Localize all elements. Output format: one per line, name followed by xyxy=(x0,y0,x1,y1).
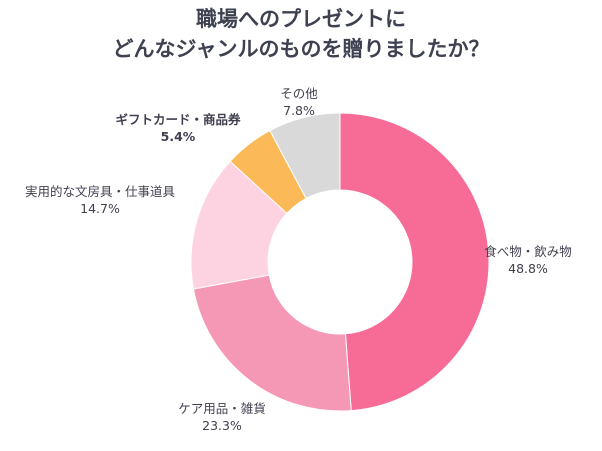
slice-0 xyxy=(339,112,490,412)
label-care-name: ケア用品・雑貨 xyxy=(178,401,266,416)
label-food-value: 48.8% xyxy=(508,261,548,276)
label-other-value: 7.8% xyxy=(283,103,315,118)
label-care-value: 23.3% xyxy=(202,418,242,433)
chart-title-line-2: どんなジャンルのものを贈りましたか？ xyxy=(112,37,490,61)
slice-1 xyxy=(192,274,352,412)
label-giftcard: ギフトカード・商品券 5.4% xyxy=(115,111,240,145)
label-stationery: 実用的な文房具・仕事道具 14.7% xyxy=(25,183,175,217)
label-care: ケア用品・雑貨 23.3% xyxy=(178,400,266,434)
label-giftcard-name: ギフトカード・商品券 xyxy=(115,112,241,127)
label-stationery-name: 実用的な文房具・仕事道具 xyxy=(24,184,176,199)
label-giftcard-value: 5.4% xyxy=(160,129,196,144)
label-other-name: その他 xyxy=(280,86,318,101)
label-stationery-value: 14.7% xyxy=(80,201,120,216)
label-food: 食べ物・飲み物 48.8% xyxy=(484,243,572,277)
label-food-name: 食べ物・飲み物 xyxy=(484,244,572,259)
slice-4 xyxy=(269,112,341,200)
label-other: その他 7.8% xyxy=(280,85,318,119)
chart-title-line-1: 職場へのプレゼントに xyxy=(196,7,406,31)
